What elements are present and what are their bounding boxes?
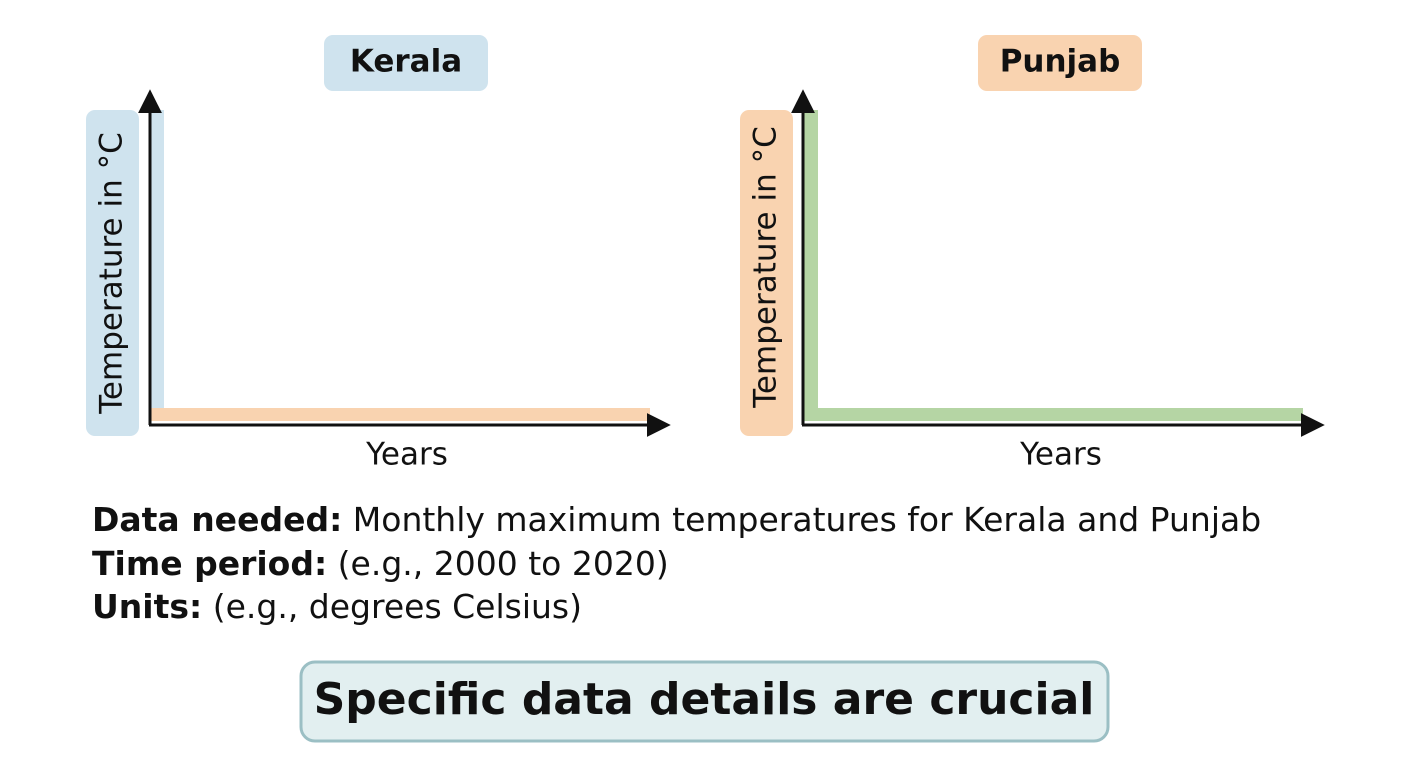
x-axis-label: Years — [365, 437, 448, 473]
y-axis-band — [150, 110, 164, 420]
y-axis-label: Temperature in °C — [94, 132, 130, 414]
y-label-box — [740, 110, 793, 436]
note-label: Units: — [92, 587, 202, 626]
note-text: (e.g., degrees Celsius) — [213, 587, 582, 626]
x-axis-band — [150, 408, 650, 421]
panel-kerala: Kerala Temperature in °C Years — [86, 35, 671, 473]
panel-punjab: Punjab Temperature in °C Years — [740, 35, 1325, 473]
note: Data needed: Monthly maximum temperature… — [92, 500, 1261, 539]
note-text: Monthly maximum temperatures for Kerala … — [353, 500, 1261, 539]
panel-title: Punjab — [1000, 44, 1121, 80]
panel-title: Kerala — [350, 44, 462, 80]
x-axis-band — [803, 408, 1303, 421]
note-text: (e.g., 2000 to 2020) — [338, 544, 669, 583]
x-axis-label: Years — [1019, 437, 1102, 473]
y-label-box — [86, 110, 139, 436]
note: Time period: (e.g., 2000 to 2020) — [92, 544, 669, 583]
y-axis-label: Temperature in °C — [748, 126, 784, 408]
callout-box — [299, 660, 1110, 743]
note-label: Data needed: — [92, 500, 342, 539]
note-label: Time period: — [92, 544, 327, 583]
note: Units: (e.g., degrees Celsius) — [92, 587, 582, 626]
title-box — [978, 35, 1142, 91]
callout-text: Specific data details are crucial — [314, 674, 1095, 725]
y-axis-band — [803, 110, 818, 420]
title-box — [324, 35, 488, 91]
